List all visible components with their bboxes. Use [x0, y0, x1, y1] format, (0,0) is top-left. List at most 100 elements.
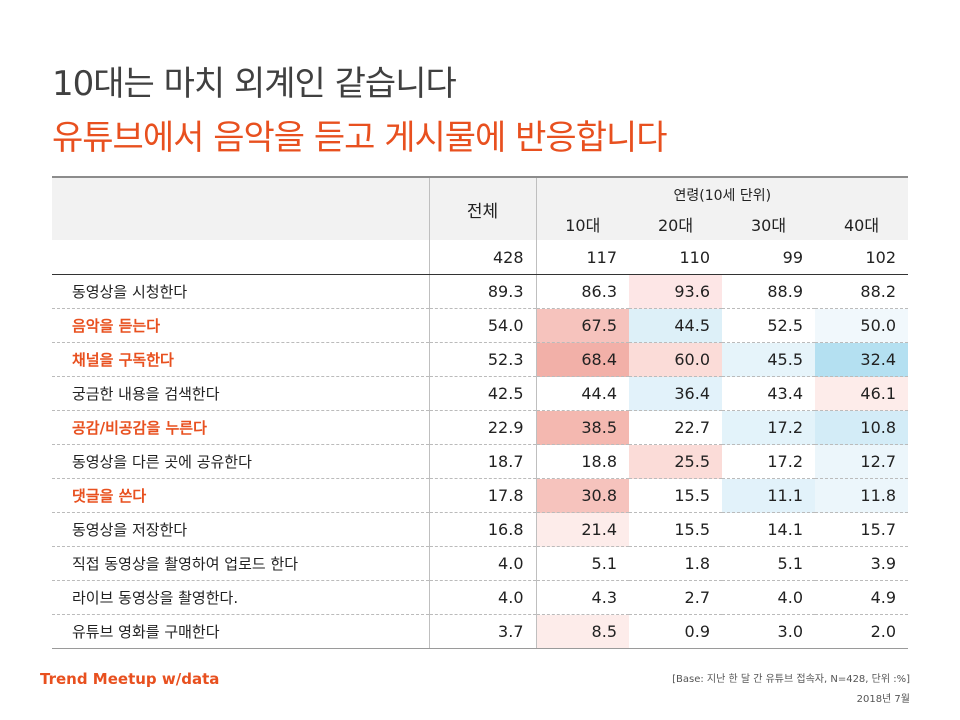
age-header-20s: 20대: [657, 216, 694, 235]
row-label: 공감/비공감을 누른다: [52, 410, 430, 445]
cell-age-10s: 86.3: [536, 274, 629, 309]
cell-age-40s: 50.0: [815, 308, 909, 343]
cell-age-40s: 46.1: [815, 376, 909, 411]
cell-total: 54.0: [429, 308, 537, 343]
total-header: 전체: [428, 177, 537, 240]
sample-size-row: 428 117 110 99 102: [52, 240, 909, 275]
age-group-header: 연령(10세 단위): [673, 188, 772, 204]
table-row: 채널을 구독한다 52.3 68.4 60.0 45.5 32.4: [52, 342, 909, 377]
cell-age-40s: 12.7: [815, 444, 909, 479]
cell-age-20s: 15.5: [629, 478, 722, 513]
age-header-10s: 10대: [565, 216, 601, 235]
page-title: 10대는 마치 외계인 같습니다: [52, 64, 457, 104]
sample-size-total: 428: [429, 240, 537, 275]
cell-age-40s: 2.0: [815, 614, 909, 649]
cell-total: 4.0: [429, 546, 537, 581]
cell-age-40s: 10.8: [815, 410, 909, 445]
row-label: 동영상을 저장한다: [52, 512, 430, 547]
cell-age-20s: 36.4: [629, 376, 722, 411]
cell-total: 4.0: [429, 580, 537, 615]
sample-size-30s: 99: [722, 240, 815, 275]
cell-age-30s: 45.5: [722, 342, 815, 377]
cell-age-40s: 4.9: [815, 580, 909, 615]
row-label: 라이브 동영상을 촬영한다.: [52, 580, 430, 615]
cell-age-40s: 32.4: [815, 342, 909, 377]
table-row: 동영상을 다른 곳에 공유한다 18.7 18.8 25.5 17.2 12.7: [52, 444, 909, 479]
brand-logo-text: Trend Meetup: [40, 670, 157, 688]
cell-total: 17.8: [429, 478, 537, 513]
table-row: 공감/비공감을 누른다 22.9 38.5 22.7 17.2 10.8: [52, 410, 909, 445]
cell-age-10s: 18.8: [536, 444, 629, 479]
table-row: 동영상을 시청한다 89.3 86.3 93.6 88.9 88.2: [52, 274, 909, 309]
cell-age-20s: 0.9: [629, 614, 722, 649]
cell-age-20s: 2.7: [629, 580, 722, 615]
cell-age-10s: 38.5: [536, 410, 629, 445]
cell-age-20s: 44.5: [629, 308, 722, 343]
row-label: 채널을 구독한다: [52, 342, 430, 377]
age-header-30s: 30대: [750, 216, 787, 235]
row-label: 궁금한 내용을 검색한다: [52, 376, 430, 411]
cell-age-30s: 5.1: [722, 546, 815, 581]
cell-age-40s: 11.8: [815, 478, 909, 513]
cell-age-30s: 52.5: [722, 308, 815, 343]
table-row: 궁금한 내용을 검색한다 42.5 44.4 36.4 43.4 46.1: [52, 376, 909, 411]
cell-total: 89.3: [429, 274, 537, 309]
table-row: 직접 동영상을 촬영하여 업로드 한다 4.0 5.1 1.8 5.1 3.9: [52, 546, 909, 581]
cell-total: 42.5: [429, 376, 537, 411]
cell-age-30s: 17.2: [722, 410, 815, 445]
cell-total: 52.3: [429, 342, 537, 377]
page-subtitle: 유튜브에서 음악을 듣고 게시물에 반응합니다: [52, 118, 668, 158]
cell-age-10s: 44.4: [536, 376, 629, 411]
cell-total: 18.7: [429, 444, 537, 479]
cell-age-40s: 88.2: [815, 274, 909, 309]
base-note: [Base: 지난 한 달 간 유튜브 접속자, N=428, 단위 :%]: [672, 674, 910, 685]
row-label: 음악을 듣는다: [52, 308, 430, 343]
cell-age-10s: 30.8: [536, 478, 629, 513]
cell-age-20s: 93.6: [629, 274, 722, 309]
cell-age-30s: 14.1: [722, 512, 815, 547]
table-row: 동영상을 저장한다 16.8 21.4 15.5 14.1 15.7: [52, 512, 909, 547]
row-label: 직접 동영상을 촬영하여 업로드 한다: [52, 546, 430, 581]
cell-age-40s: 3.9: [815, 546, 909, 581]
cell-age-30s: 43.4: [722, 376, 815, 411]
table-row: 유튜브 영화를 구매한다 3.7 8.5 0.9 3.0 2.0: [52, 614, 909, 649]
row-label: 동영상을 시청한다: [52, 274, 430, 309]
sample-size-label: [52, 240, 430, 275]
cell-age-10s: 5.1: [536, 546, 629, 581]
cell-age-30s: 3.0: [722, 614, 815, 649]
row-label: 댓글을 쓴다: [52, 478, 430, 513]
cell-age-30s: 11.1: [722, 478, 815, 513]
row-label: 동영상을 다른 곳에 공유한다: [52, 444, 430, 479]
row-label: 유튜브 영화를 구매한다: [52, 614, 430, 649]
cell-age-10s: 4.3: [536, 580, 629, 615]
cell-age-10s: 67.5: [536, 308, 629, 343]
brand-logo: Trend Meetup w/data: [40, 670, 219, 688]
cell-age-20s: 1.8: [629, 546, 722, 581]
cell-age-30s: 17.2: [722, 444, 815, 479]
cell-total: 16.8: [429, 512, 537, 547]
cell-age-20s: 60.0: [629, 342, 722, 377]
brand-logo-suffix: w/data: [161, 670, 220, 688]
report-date: 2018년 7월: [856, 694, 910, 705]
sample-size-20s: 110: [629, 240, 722, 275]
survey-table: 전체 연령(10세 단위) 10대 20대 30대 40대 428 117 11…: [52, 176, 909, 649]
sample-size-10s: 117: [536, 240, 629, 275]
cell-age-30s: 88.9: [722, 274, 815, 309]
cell-age-10s: 8.5: [536, 614, 629, 649]
cell-age-40s: 15.7: [815, 512, 909, 547]
table-row: 라이브 동영상을 촬영한다. 4.0 4.3 2.7 4.0 4.9: [52, 580, 909, 615]
cell-age-20s: 25.5: [629, 444, 722, 479]
header-corner: [52, 177, 430, 240]
header-row-top: 전체 연령(10세 단위): [52, 177, 909, 240]
cell-total: 3.7: [429, 614, 537, 649]
age-header-40s: 40대: [843, 216, 880, 235]
cell-age-10s: 21.4: [536, 512, 629, 547]
table-row: 음악을 듣는다 54.0 67.5 44.5 52.5 50.0: [52, 308, 909, 343]
cell-age-30s: 4.0: [722, 580, 815, 615]
cell-age-10s: 68.4: [536, 342, 629, 377]
sample-size-40s: 102: [815, 240, 909, 275]
table-row: 댓글을 쓴다 17.8 30.8 15.5 11.1 11.8: [52, 478, 909, 513]
cell-total: 22.9: [429, 410, 537, 445]
cell-age-20s: 15.5: [629, 512, 722, 547]
cell-age-20s: 22.7: [629, 410, 722, 445]
